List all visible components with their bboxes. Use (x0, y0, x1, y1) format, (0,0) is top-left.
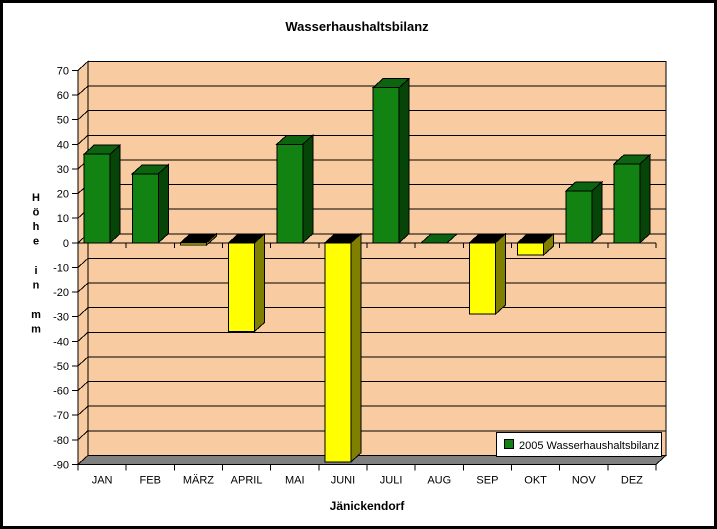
chart-title: Wasserhaushaltsbilanz (285, 19, 429, 34)
y-axis-title-letter: e (33, 236, 39, 248)
bar-nov-side (591, 180, 603, 244)
y-tick-label--70: -70 (53, 410, 69, 422)
x-tick-label-feb: FEB (140, 474, 161, 486)
bar-okt (517, 242, 545, 256)
bar-april-side (254, 232, 266, 333)
gridline-connector-70 (77, 61, 89, 71)
y-tick-label--40: -40 (53, 336, 69, 348)
y-axis-title-letter: m (31, 309, 41, 321)
x-tick-label-juni: JUNI (331, 474, 355, 486)
y-tick-label-0: 0 (63, 238, 69, 250)
y-tick-label--20: -20 (53, 287, 69, 299)
bar-jan-side (109, 143, 121, 244)
y-tick-label--50: -50 (53, 361, 69, 373)
y-tick-label-40: 40 (57, 139, 69, 151)
gridline-connector-50 (77, 110, 89, 120)
y-axis-title-letter: m (31, 324, 41, 336)
y-tick-label--10: -10 (53, 262, 69, 274)
gridline-connector-60 (77, 85, 89, 96)
bar-mai (276, 143, 304, 244)
gridline-connector--70 (77, 405, 89, 416)
x-tick-label-nov: NOV (572, 474, 597, 486)
x-tick-label-sep: SEP (476, 474, 498, 486)
legend-swatch-icon (504, 439, 514, 449)
bar-mrz (179, 242, 207, 246)
bar-dez-side (639, 153, 651, 244)
bar-aug (419, 233, 459, 244)
bar-april (228, 242, 256, 332)
bar-jan (83, 153, 111, 244)
y-axis-title-letter: h (33, 221, 40, 233)
bar-mai-side (302, 134, 314, 244)
y-tick-label--30: -30 (53, 312, 69, 324)
y-axis-title-letter: ö (33, 207, 40, 219)
gridline-connector--50 (77, 356, 89, 367)
x-tick-label-dez: DEZ (621, 474, 643, 486)
y-tick-label-10: 10 (57, 213, 69, 225)
gridline-connector--80 (77, 430, 89, 441)
legend-box (496, 432, 662, 457)
y-tick-label-20: 20 (57, 189, 69, 201)
bar-juli (372, 87, 400, 244)
gridline-connector--30 (77, 307, 89, 317)
bar-sep-side (494, 232, 506, 316)
gridline-connector--90 (77, 455, 89, 465)
y-tick-label-60: 60 (57, 90, 69, 102)
bar-juni (324, 242, 352, 463)
x-tick-label-mrz: MÄRZ (183, 474, 214, 486)
y-tick-label-30: 30 (57, 164, 69, 176)
y-axis-title-letter: i (34, 265, 37, 277)
gridline-connector--10 (77, 258, 89, 268)
x-tick-label-okt: OKT (524, 474, 547, 486)
x-tick-label-april: APRIL (231, 474, 263, 486)
bar-feb (131, 173, 159, 244)
bar-sep (468, 242, 496, 315)
legend: 2005 Wasserhaushaltsbilanz (496, 432, 662, 457)
chart-plot-area: 70 60 50 40 30 20 10 0 -10 -20 -30 -40 -50 -60 -70 -80 -… (31, 60, 668, 486)
bar-juli-side (398, 77, 410, 244)
y-axis-title-letter: n (33, 280, 40, 292)
gridline-connector--40 (77, 331, 89, 342)
bar-feb-side (157, 163, 169, 244)
gridline-connector-40 (77, 134, 89, 145)
y-tick-label--60: -60 (53, 386, 69, 398)
gridline-connector--20 (77, 282, 89, 293)
y-axis-title-letter: H (32, 192, 40, 204)
x-tick-label-juli: JULI (380, 474, 403, 486)
bar-nov (565, 190, 593, 244)
chart-canvas: 70 60 50 40 30 20 10 0 -10 -20 -30 -40 -50 -60 -70 -80 -… (31, 19, 668, 513)
y-tick-label-50: 50 (57, 115, 69, 127)
bar-dez (613, 163, 641, 244)
y-tick-label--80: -80 (53, 435, 69, 447)
y-tick-label--90: -90 (53, 459, 69, 471)
x-tick-label-aug: AUG (427, 474, 451, 486)
bar-juni-side (350, 232, 362, 464)
legend-label: 2005 Wasserhaushaltsbilanz (519, 440, 659, 452)
x-tick-label-mai: MAI (285, 474, 305, 486)
x-axis-title: Jänickendorf (330, 499, 406, 513)
gridline-connector--60 (77, 381, 89, 391)
x-tick-label-jan: JAN (92, 474, 113, 486)
y-tick-label-70: 70 (57, 65, 69, 77)
